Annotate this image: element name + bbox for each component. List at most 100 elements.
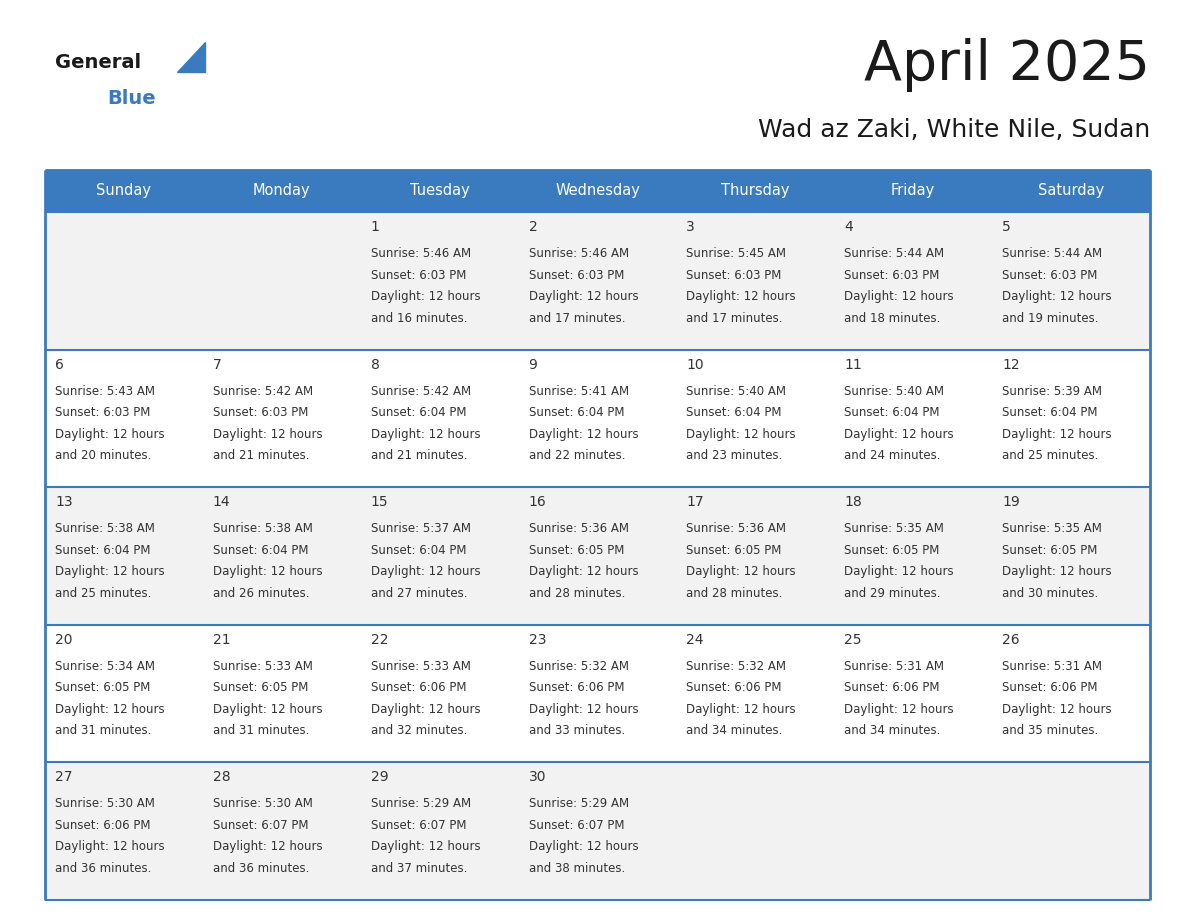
Text: Daylight: 12 hours: Daylight: 12 hours [55, 840, 165, 854]
Text: Sunset: 6:03 PM: Sunset: 6:03 PM [687, 268, 782, 282]
Text: and 18 minutes.: and 18 minutes. [845, 311, 941, 324]
Text: Sunset: 6:05 PM: Sunset: 6:05 PM [1003, 543, 1098, 556]
Text: and 26 minutes.: and 26 minutes. [213, 587, 309, 599]
Text: and 25 minutes.: and 25 minutes. [55, 587, 151, 599]
Text: Sunrise: 5:31 AM: Sunrise: 5:31 AM [1003, 660, 1102, 673]
Text: Friday: Friday [891, 184, 935, 198]
Text: Daylight: 12 hours: Daylight: 12 hours [371, 703, 480, 716]
Bar [45, 350, 1150, 487]
Text: and 36 minutes.: and 36 minutes. [213, 862, 309, 875]
Text: Sunset: 6:06 PM: Sunset: 6:06 PM [845, 681, 940, 694]
Text: Sunrise: 5:38 AM: Sunrise: 5:38 AM [55, 522, 154, 535]
Text: 2: 2 [529, 220, 537, 234]
Text: and 32 minutes.: and 32 minutes. [371, 724, 467, 737]
Bar [45, 487, 1150, 625]
Text: and 25 minutes.: and 25 minutes. [1003, 449, 1099, 462]
Text: Sunrise: 5:33 AM: Sunrise: 5:33 AM [213, 660, 312, 673]
Text: Sunset: 6:03 PM: Sunset: 6:03 PM [371, 268, 466, 282]
Text: Sunrise: 5:45 AM: Sunrise: 5:45 AM [687, 247, 786, 260]
Polygon shape [177, 42, 206, 72]
Text: 3: 3 [687, 220, 695, 234]
Text: Daylight: 12 hours: Daylight: 12 hours [55, 428, 165, 441]
Text: Daylight: 12 hours: Daylight: 12 hours [845, 703, 954, 716]
Text: Daylight: 12 hours: Daylight: 12 hours [687, 428, 796, 441]
Text: Sunset: 6:04 PM: Sunset: 6:04 PM [371, 406, 466, 420]
Text: and 16 minutes.: and 16 minutes. [371, 311, 467, 324]
Text: Daylight: 12 hours: Daylight: 12 hours [371, 840, 480, 854]
Text: and 20 minutes.: and 20 minutes. [55, 449, 151, 462]
Text: Tuesday: Tuesday [410, 184, 469, 198]
Text: and 38 minutes.: and 38 minutes. [529, 862, 625, 875]
Text: and 36 minutes.: and 36 minutes. [55, 862, 151, 875]
Text: Sunrise: 5:42 AM: Sunrise: 5:42 AM [371, 385, 470, 397]
Text: Sunset: 6:07 PM: Sunset: 6:07 PM [529, 819, 624, 832]
Text: Sunrise: 5:37 AM: Sunrise: 5:37 AM [371, 522, 470, 535]
Text: and 31 minutes.: and 31 minutes. [55, 724, 151, 737]
Bar [45, 625, 1150, 763]
Text: Sunrise: 5:32 AM: Sunrise: 5:32 AM [529, 660, 628, 673]
Text: Daylight: 12 hours: Daylight: 12 hours [55, 703, 165, 716]
Text: Daylight: 12 hours: Daylight: 12 hours [1003, 290, 1112, 303]
Text: 14: 14 [213, 495, 230, 509]
Text: Sunset: 6:05 PM: Sunset: 6:05 PM [845, 543, 940, 556]
Text: Sunrise: 5:34 AM: Sunrise: 5:34 AM [55, 660, 154, 673]
Text: 7: 7 [213, 358, 222, 372]
Text: and 24 minutes.: and 24 minutes. [845, 449, 941, 462]
Text: Sunrise: 5:35 AM: Sunrise: 5:35 AM [1003, 522, 1102, 535]
Text: 11: 11 [845, 358, 862, 372]
Text: 9: 9 [529, 358, 537, 372]
Text: Wad az Zaki, White Nile, Sudan: Wad az Zaki, White Nile, Sudan [758, 118, 1150, 142]
Text: 13: 13 [55, 495, 72, 509]
Text: Sunset: 6:05 PM: Sunset: 6:05 PM [529, 543, 624, 556]
Text: Sunday: Sunday [96, 184, 151, 198]
Text: 28: 28 [213, 770, 230, 784]
Text: Daylight: 12 hours: Daylight: 12 hours [687, 290, 796, 303]
Text: 18: 18 [845, 495, 862, 509]
Text: 21: 21 [213, 633, 230, 647]
Text: and 30 minutes.: and 30 minutes. [1003, 587, 1099, 599]
Text: Daylight: 12 hours: Daylight: 12 hours [1003, 565, 1112, 578]
Text: Sunset: 6:04 PM: Sunset: 6:04 PM [529, 406, 624, 420]
Text: 4: 4 [845, 220, 853, 234]
Text: Sunset: 6:07 PM: Sunset: 6:07 PM [371, 819, 466, 832]
Text: Sunrise: 5:30 AM: Sunrise: 5:30 AM [213, 798, 312, 811]
Bar [45, 763, 1150, 900]
Text: Blue: Blue [107, 89, 156, 108]
Text: Daylight: 12 hours: Daylight: 12 hours [529, 840, 638, 854]
Text: Sunrise: 5:40 AM: Sunrise: 5:40 AM [687, 385, 786, 397]
Text: General: General [55, 53, 141, 72]
Text: 26: 26 [1003, 633, 1019, 647]
Text: Wednesday: Wednesday [555, 184, 640, 198]
Text: Sunset: 6:05 PM: Sunset: 6:05 PM [687, 543, 782, 556]
Text: and 27 minutes.: and 27 minutes. [371, 587, 467, 599]
Text: 20: 20 [55, 633, 72, 647]
Text: Sunrise: 5:39 AM: Sunrise: 5:39 AM [1003, 385, 1102, 397]
Text: 6: 6 [55, 358, 64, 372]
Text: Daylight: 12 hours: Daylight: 12 hours [845, 565, 954, 578]
Text: Sunset: 6:04 PM: Sunset: 6:04 PM [687, 406, 782, 420]
Text: Sunrise: 5:36 AM: Sunrise: 5:36 AM [529, 522, 628, 535]
Text: Daylight: 12 hours: Daylight: 12 hours [213, 565, 322, 578]
Text: 12: 12 [1003, 358, 1019, 372]
Text: Daylight: 12 hours: Daylight: 12 hours [529, 565, 638, 578]
Text: 8: 8 [371, 358, 380, 372]
Text: Sunrise: 5:35 AM: Sunrise: 5:35 AM [845, 522, 944, 535]
Text: and 31 minutes.: and 31 minutes. [213, 724, 309, 737]
Text: Daylight: 12 hours: Daylight: 12 hours [529, 428, 638, 441]
Bar [45, 212, 1150, 350]
Text: 30: 30 [529, 770, 546, 784]
Text: Sunrise: 5:38 AM: Sunrise: 5:38 AM [213, 522, 312, 535]
Text: 1: 1 [371, 220, 380, 234]
Text: Daylight: 12 hours: Daylight: 12 hours [1003, 703, 1112, 716]
Text: Sunrise: 5:42 AM: Sunrise: 5:42 AM [213, 385, 312, 397]
Text: Sunrise: 5:46 AM: Sunrise: 5:46 AM [529, 247, 628, 260]
Text: Sunset: 6:05 PM: Sunset: 6:05 PM [213, 681, 308, 694]
Text: 27: 27 [55, 770, 72, 784]
Text: Daylight: 12 hours: Daylight: 12 hours [529, 290, 638, 303]
Text: 5: 5 [1003, 220, 1011, 234]
Text: Sunset: 6:06 PM: Sunset: 6:06 PM [529, 681, 624, 694]
Text: and 35 minutes.: and 35 minutes. [1003, 724, 1099, 737]
Text: and 28 minutes.: and 28 minutes. [687, 587, 783, 599]
Text: Sunset: 6:04 PM: Sunset: 6:04 PM [371, 543, 466, 556]
Text: Daylight: 12 hours: Daylight: 12 hours [371, 565, 480, 578]
